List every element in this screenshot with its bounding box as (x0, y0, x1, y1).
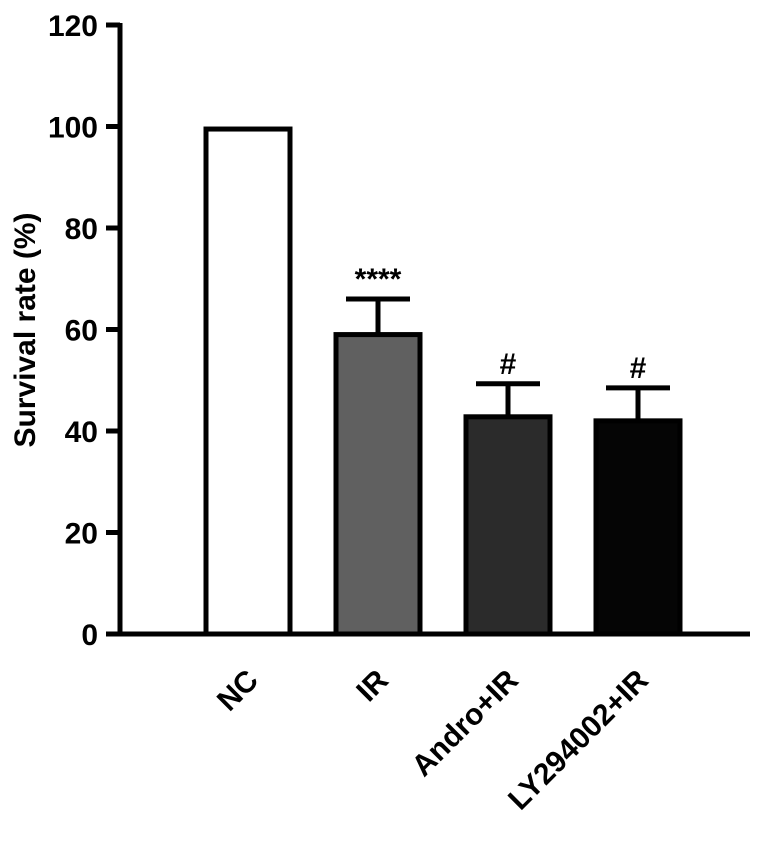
y-tick-label: 120 (48, 10, 98, 43)
significance-annotations: **** # # (355, 263, 647, 385)
x-category-label: NC (211, 664, 265, 718)
y-tick-label: 80 (65, 213, 98, 246)
y-tick-label: 20 (65, 518, 98, 551)
y-tick-label: 0 (81, 619, 98, 652)
y-tick-label: 100 (48, 112, 98, 145)
bars (203, 126, 683, 637)
y-axis-ticks: 0 20 40 60 80 100 120 (48, 10, 120, 652)
bar-ir (333, 332, 423, 637)
error-bars (346, 296, 670, 421)
significance-mark: # (630, 352, 647, 385)
bar-andro-ir (463, 414, 553, 637)
x-category-label: Andro+IR (406, 663, 526, 783)
bar-ly294002-ir (593, 418, 683, 637)
y-tick-label: 60 (65, 315, 98, 348)
significance-mark: # (500, 348, 517, 381)
x-category-label: IR (350, 663, 395, 708)
significance-mark: **** (355, 263, 402, 296)
y-tick-label: 40 (65, 416, 98, 449)
bar-nc (203, 126, 293, 637)
x-category-label: LY294002+IR (502, 663, 655, 816)
y-axis-title: Survival rate (%) (9, 212, 42, 447)
